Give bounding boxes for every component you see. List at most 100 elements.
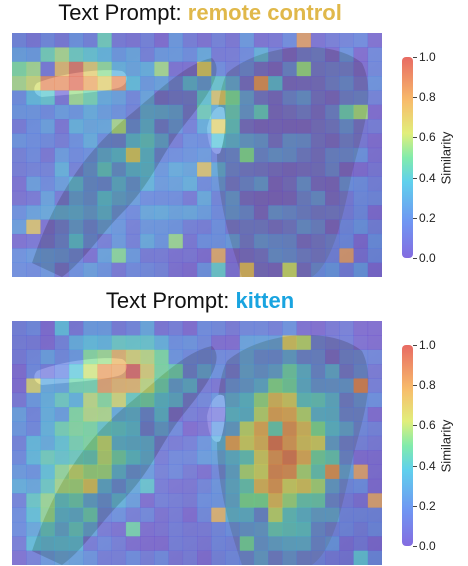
heatmap-cell [97,321,112,336]
heatmap-cell [282,364,297,379]
heatmap-cell [268,33,283,48]
heatmap-cell [97,450,112,465]
heatmap-cell [54,133,70,149]
heatmap-cell [367,493,382,508]
heatmap-cell [296,378,312,394]
heatmap-cell [140,550,155,565]
heatmap-cell [168,550,184,565]
heatmap-cell [97,349,112,365]
heatmap-cell [68,364,84,379]
heatmap-cell [325,392,340,408]
heatmap-cell [282,162,297,177]
heatmap-cell [40,478,55,494]
heatmap-cell [325,550,340,565]
heatmap-cell [296,536,312,551]
heatmap-cell [225,364,240,379]
heatmap-cell [168,219,184,235]
heatmap-cell [111,536,127,551]
heatmap-cell [282,421,297,437]
heatmap-cell [68,248,84,263]
heatmap-cell [182,104,198,120]
heatmap-cell [54,90,70,106]
heatmap-cell [253,536,269,551]
heatmap-cell [211,550,226,565]
heatmap-cell [325,464,340,480]
heatmap-cell [310,392,326,408]
panel-title: Text Prompt: kitten [0,288,400,314]
heatmap-cell [168,407,184,422]
heatmap-cell [97,61,112,77]
heatmap-cell [140,76,155,91]
heatmap-cell [40,421,55,437]
heatmap-cell [83,364,98,379]
heatmap-cell [325,407,340,422]
heatmap-cell [140,392,155,408]
heatmap-cell [211,61,226,77]
heatmap-cell [40,162,55,177]
heatmap-cell [40,147,55,163]
heatmap-cell [325,233,340,249]
heatmap-cell [197,76,212,91]
heatmap-cell [296,435,312,451]
heatmap-cell [253,176,269,192]
heatmap-cell [253,90,269,106]
heatmap-cell [182,190,198,206]
heatmap-cell [353,61,369,77]
heatmap-cell [310,33,326,48]
heatmap-cell [353,478,369,494]
heatmap-cell [197,248,212,263]
heatmap-cell [83,407,98,422]
heatmap-cell [239,378,255,394]
heatmap-cell [83,205,98,220]
heatmap-cell [367,61,382,77]
colorbar-label: Similarity [438,419,454,473]
heatmap-cell [282,335,297,350]
heatmap-cell [296,392,312,408]
heatmap-cell [197,233,212,249]
heatmap-cell [239,219,255,235]
heatmap-cell [111,364,127,379]
heatmap-cell [154,493,169,508]
heatmap-cell [140,233,155,249]
heatmap-cell [154,104,169,120]
heatmap-cell [353,33,369,48]
heatmap-cell [253,119,269,134]
heatmap-cell [125,147,141,163]
heatmap-cell [268,147,283,163]
heatmap-cell [154,392,169,408]
heatmap-cell [168,119,184,134]
heatmap-cell [353,507,369,523]
heatmap-cell [182,550,198,565]
heatmap-cell [97,76,112,91]
heatmap-cell [168,133,184,149]
heatmap-cell [54,507,70,523]
heatmap-cell [97,478,112,494]
heatmap-cell [239,493,255,508]
heatmap-cell [111,61,127,77]
heatmap-cell [353,104,369,120]
heatmap-cell [111,104,127,120]
heatmap-cell [54,233,70,249]
heatmap-cell [26,176,41,192]
heatmap-cell [111,190,127,206]
heatmap-cell [268,76,283,91]
heatmap-cell [125,233,141,249]
heatmap-cell [111,133,127,149]
heatmap-cell [68,262,84,277]
heatmap-cell [83,190,98,206]
heatmap-cell [353,464,369,480]
heatmap-cell [182,421,198,437]
heatmap-cell [168,321,184,336]
heatmap-cell [12,493,27,508]
heatmap-cell [12,335,27,350]
heatmap-cell [54,61,70,77]
heatmap-cell [97,33,112,48]
heatmap-cell [83,61,98,77]
heatmap-cell [353,262,369,277]
heatmap-cell [282,219,297,235]
heatmap-cell [125,435,141,451]
heatmap-cell [211,33,226,48]
heatmap-cell [310,90,326,106]
heatmap-cell [125,190,141,206]
heatmap-cell [140,119,155,134]
